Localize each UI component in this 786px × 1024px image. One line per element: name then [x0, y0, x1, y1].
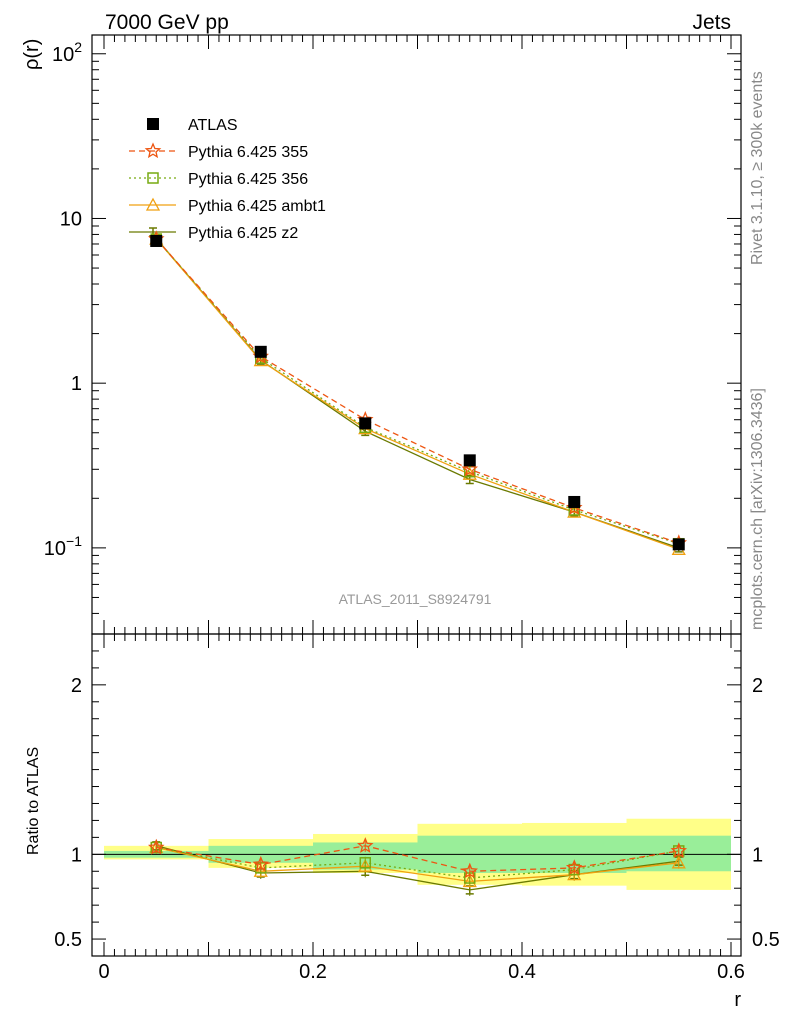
legend-marker	[144, 142, 162, 159]
series-line	[155, 238, 680, 549]
data-point	[463, 454, 476, 467]
legend-label: Pythia 6.425 356	[188, 171, 308, 188]
x-tick-label: 0.4	[508, 961, 536, 983]
legend: ATLAS Pythia 6.425 355 Pythia 6.425 356 Pyt…	[129, 117, 326, 242]
legend-label: Pythia 6.425 z2	[188, 225, 298, 242]
ratio-y-tick-label-right: 0.5	[752, 929, 780, 951]
legend-marker	[147, 118, 159, 130]
main-y-axis-title: ρ(r)	[21, 39, 43, 70]
series-line	[155, 238, 680, 545]
ratio-y-tick-label-right: 1	[752, 844, 763, 866]
data-point	[568, 495, 581, 508]
header-left: 7000 GeV pp	[105, 11, 229, 34]
ratio-point	[565, 859, 583, 875]
ratio-point	[356, 837, 374, 853]
data-point	[359, 417, 372, 430]
ratio-series-line	[156, 845, 679, 872]
ratio-point	[147, 838, 165, 855]
ratio-point	[253, 863, 268, 877]
data-point	[254, 345, 267, 358]
ratio-y-tick-label: 2	[71, 675, 82, 697]
mcplots-label: mcplots.cern.ch [arXiv:1306.3436]	[749, 388, 766, 630]
data-point	[461, 460, 478, 477]
ratio-point	[461, 862, 479, 879]
legend-marker	[147, 172, 159, 184]
series-line	[155, 238, 680, 544]
ratio-y-tick-label: 0.5	[54, 929, 82, 951]
ratio-y-tick-label-right: 2	[752, 675, 763, 697]
ratio-point	[252, 855, 269, 872]
ratio-point	[671, 855, 686, 869]
data-point	[150, 234, 163, 247]
ratio-y-axis-title: Ratio to ATLAS	[25, 747, 42, 855]
x-tick-label: 0.2	[299, 961, 327, 983]
y-tick-label: 102	[52, 39, 82, 66]
y-tick-label: 1	[71, 373, 82, 395]
legend-label: ATLAS	[188, 117, 238, 134]
data-point	[672, 538, 685, 551]
header-right: Jets	[692, 11, 731, 34]
analysis-id: ATLAS_2011_S8924791	[339, 591, 492, 607]
x-axis-title: r	[734, 989, 741, 1011]
rivet-label: Rivet 3.1.10, ≥ 300k events	[749, 71, 766, 265]
ratio-point	[462, 874, 477, 888]
y-tick-label: 10−1	[44, 533, 82, 560]
legend-label: Pythia 6.425 ambt1	[188, 198, 326, 215]
ratio-point	[358, 858, 373, 872]
ratio-point	[670, 842, 688, 858]
legend-label: Pythia 6.425 355	[188, 144, 308, 161]
legend-marker	[145, 197, 161, 211]
x-tick-label: 0	[98, 961, 109, 983]
ratio-series-line	[156, 846, 679, 883]
ratio-point	[359, 857, 371, 869]
ratio-y-tick-label: 1	[71, 844, 82, 866]
ratio-panel-frame	[91, 633, 742, 957]
x-tick-label: 0.6	[717, 961, 745, 983]
series-line	[155, 238, 680, 550]
y-tick-label: 10	[60, 208, 82, 230]
